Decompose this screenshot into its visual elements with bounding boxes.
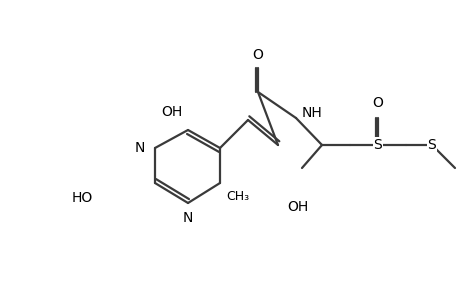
Text: O: O bbox=[372, 96, 383, 110]
Text: N: N bbox=[134, 141, 145, 155]
Text: OH: OH bbox=[287, 200, 308, 214]
Text: S: S bbox=[427, 138, 436, 152]
Text: NH: NH bbox=[301, 106, 322, 120]
Text: HO: HO bbox=[71, 191, 92, 205]
Text: S: S bbox=[373, 138, 381, 152]
Text: CH₃: CH₃ bbox=[226, 190, 249, 203]
Text: O: O bbox=[252, 48, 263, 62]
Text: N: N bbox=[182, 211, 193, 225]
Text: OH: OH bbox=[161, 105, 182, 119]
